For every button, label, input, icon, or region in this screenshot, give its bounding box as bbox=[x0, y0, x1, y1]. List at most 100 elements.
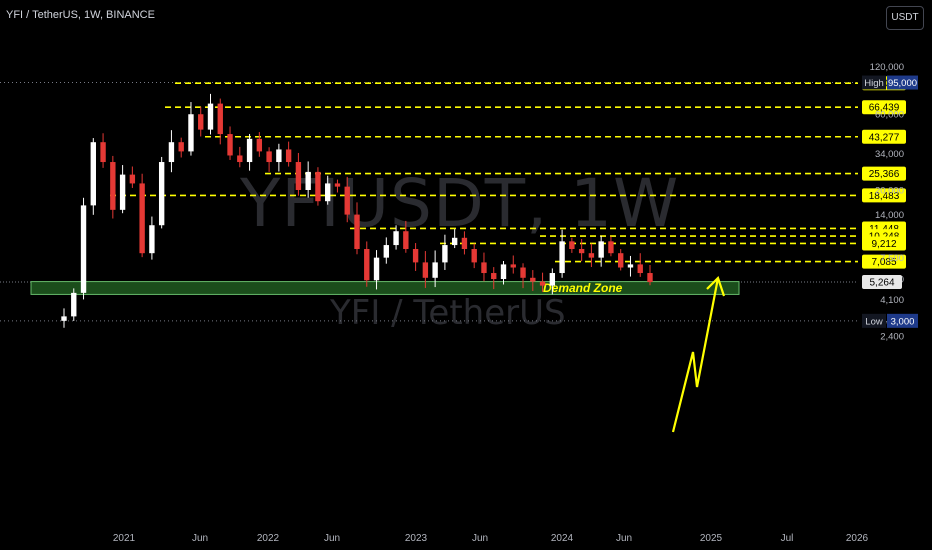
candle-body bbox=[71, 292, 77, 317]
candle-body bbox=[578, 249, 585, 254]
candle-body bbox=[129, 174, 136, 184]
y-tick-3: 20,000 bbox=[875, 185, 904, 196]
symbol-title: YFI / TetherUS, 1W, BINANCE bbox=[6, 9, 155, 21]
y-tick-5: 7,500 bbox=[880, 253, 904, 264]
y-tick-9: 2,400 bbox=[880, 332, 904, 343]
candle-body bbox=[618, 253, 624, 268]
candle-17 bbox=[227, 126, 233, 160]
candle-6 bbox=[119, 165, 126, 214]
candle-30 bbox=[354, 202, 360, 255]
candle-body bbox=[364, 249, 370, 281]
candle-16 bbox=[217, 98, 223, 145]
current-price-box bbox=[862, 275, 902, 290]
candle-26 bbox=[315, 167, 321, 206]
candle-body bbox=[168, 142, 175, 163]
y-tick-7: 4,100 bbox=[880, 295, 904, 306]
candle-55 bbox=[598, 235, 604, 267]
low-label: Low bbox=[865, 316, 883, 327]
candle-body bbox=[188, 114, 194, 152]
candle-body bbox=[549, 273, 556, 286]
resistance-value-1: 66,439 bbox=[869, 103, 900, 114]
x-tick-1: Jun bbox=[192, 533, 208, 544]
x-tick-8: 2025 bbox=[700, 533, 723, 544]
high-label: High bbox=[864, 78, 884, 89]
candle-body bbox=[334, 183, 341, 187]
candle-body bbox=[569, 241, 575, 250]
x-tick-0: 2021 bbox=[113, 533, 136, 544]
candle-body bbox=[139, 183, 145, 254]
candle-23 bbox=[285, 141, 292, 167]
x-tick-9: Jul bbox=[781, 533, 794, 544]
candle-body bbox=[305, 171, 311, 190]
candle-4 bbox=[100, 133, 106, 168]
currency-button[interactable]: USDT bbox=[886, 6, 924, 30]
resistance-value-7: 9,212 bbox=[871, 239, 896, 250]
candle-body bbox=[588, 253, 595, 258]
candle-body bbox=[90, 142, 96, 206]
high-value-box bbox=[887, 75, 918, 90]
candle-34 bbox=[393, 225, 399, 250]
candle-body bbox=[100, 142, 106, 163]
candle-body bbox=[110, 162, 116, 210]
candle-body bbox=[627, 264, 634, 268]
candle-1 bbox=[71, 288, 77, 321]
candle-60 bbox=[647, 264, 653, 286]
candle-57 bbox=[618, 249, 624, 271]
low-value-box bbox=[887, 313, 918, 328]
candle-body bbox=[285, 149, 292, 163]
x-tick-10: 2026 bbox=[846, 533, 869, 544]
candle-9 bbox=[149, 216, 155, 260]
candle-58 bbox=[627, 255, 634, 277]
candle-33 bbox=[383, 237, 389, 264]
candle-body bbox=[61, 316, 67, 321]
resistance-tag-7 bbox=[862, 236, 906, 251]
candle-11 bbox=[168, 130, 175, 173]
candle-body bbox=[266, 151, 272, 163]
candle-59 bbox=[637, 253, 643, 277]
candle-body bbox=[256, 138, 263, 152]
candle-45 bbox=[500, 260, 507, 285]
candle-18 bbox=[237, 146, 243, 168]
candle-body bbox=[80, 205, 87, 293]
candle-body bbox=[608, 241, 614, 254]
candle-body bbox=[237, 155, 243, 163]
candle-50 bbox=[549, 268, 556, 295]
candle-body bbox=[520, 267, 526, 278]
candle-14 bbox=[198, 106, 204, 137]
candle-3 bbox=[90, 138, 96, 215]
resistance-value-4: 18,483 bbox=[869, 191, 900, 202]
resistance-tag-2 bbox=[862, 129, 906, 144]
resistance-value-3: 25,366 bbox=[869, 169, 900, 180]
candle-body bbox=[393, 231, 399, 246]
candle-body bbox=[207, 103, 214, 130]
current-price-label: 5,264 bbox=[869, 278, 894, 289]
candle-body bbox=[373, 257, 380, 281]
candle-body bbox=[481, 262, 487, 274]
candle-body bbox=[227, 134, 233, 156]
candle-7 bbox=[129, 166, 136, 188]
candle-body bbox=[276, 149, 282, 163]
resistance-tag-4 bbox=[862, 188, 906, 203]
candle-56 bbox=[608, 236, 614, 257]
candle-body bbox=[442, 245, 448, 263]
candle-8 bbox=[139, 173, 145, 258]
candle-body bbox=[539, 281, 546, 286]
x-tick-6: 2024 bbox=[551, 533, 574, 544]
candle-body bbox=[403, 231, 409, 250]
x-tick-2: 2022 bbox=[257, 533, 280, 544]
candle-13 bbox=[188, 102, 194, 156]
candle-27 bbox=[325, 175, 331, 205]
x-tick-7: Jun bbox=[616, 533, 632, 544]
candle-40 bbox=[451, 229, 458, 249]
candle-24 bbox=[295, 152, 302, 196]
x-tick-3: Jun bbox=[324, 533, 340, 544]
low-value: 3,000 bbox=[891, 316, 915, 327]
high-label-box bbox=[862, 75, 886, 90]
candle-body bbox=[510, 264, 516, 268]
candle-32 bbox=[373, 250, 380, 290]
projection-arrow bbox=[671, 277, 720, 433]
watermark-name: YFI / TetherUS bbox=[330, 293, 566, 333]
candle-46 bbox=[510, 255, 516, 274]
candle-body bbox=[559, 241, 565, 274]
